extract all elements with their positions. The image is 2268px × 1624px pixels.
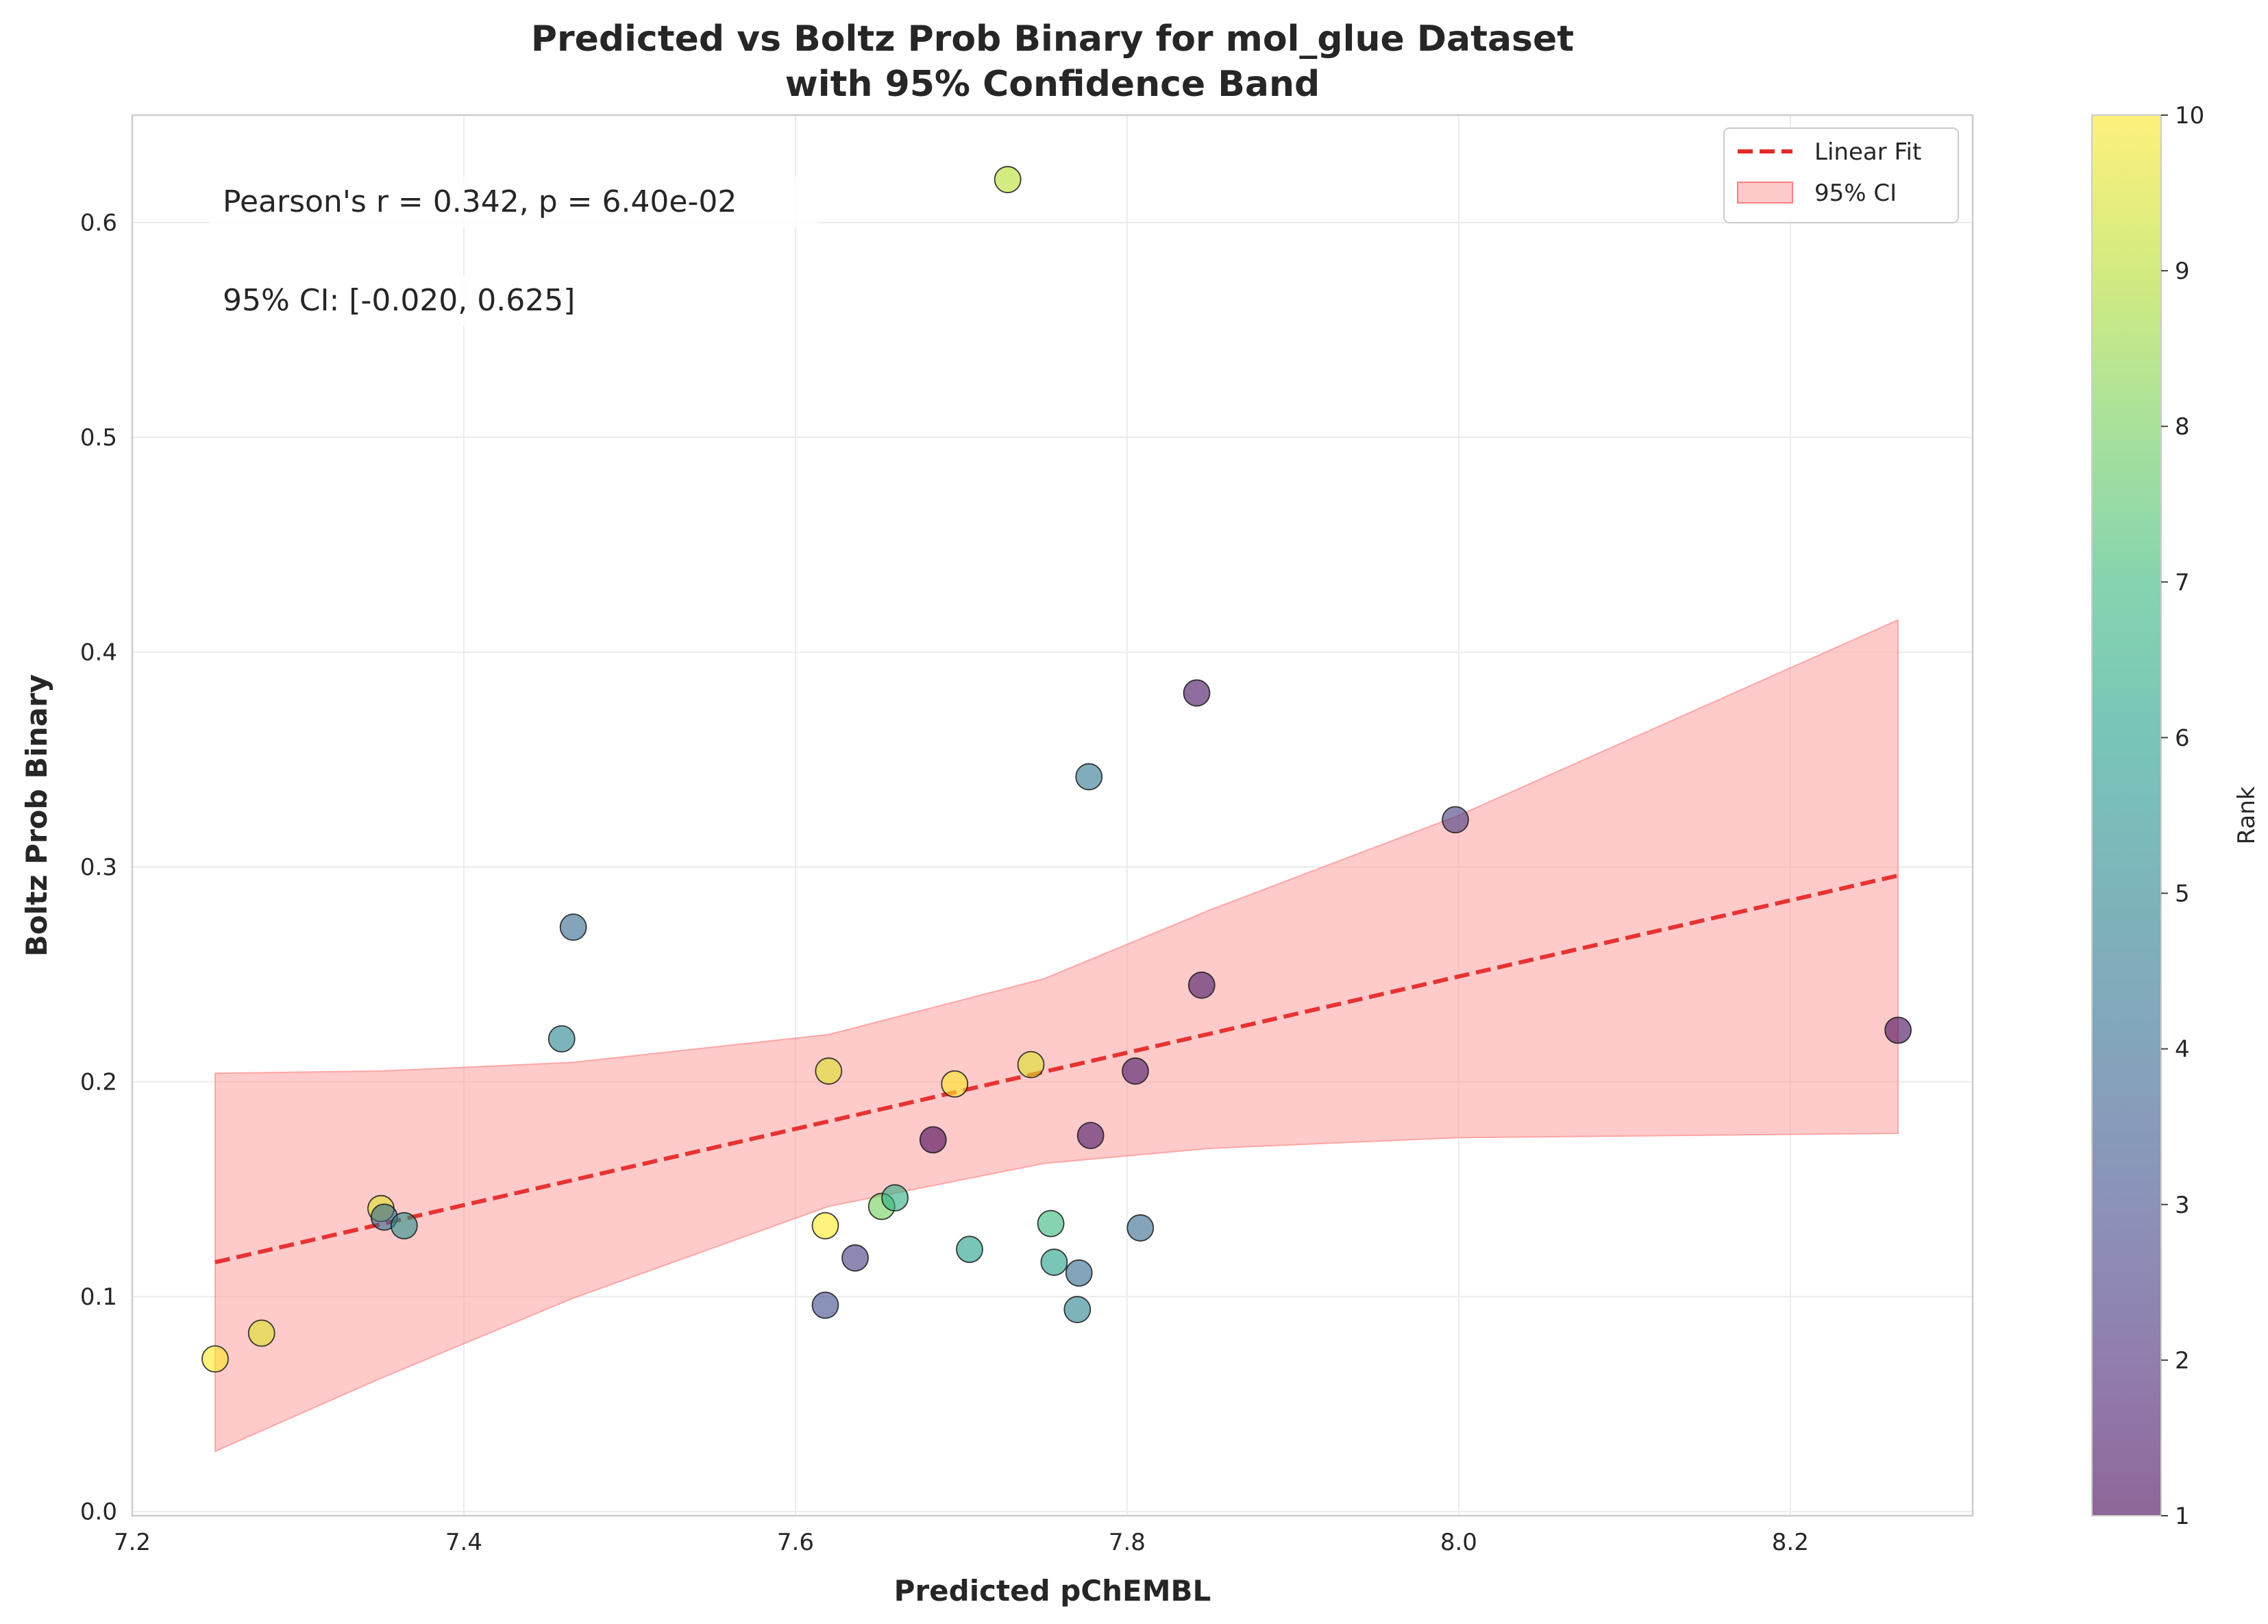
colorbar bbox=[2091, 114, 2162, 1516]
y-tick-label: 0.5 bbox=[80, 424, 117, 452]
scatter-point bbox=[1122, 1057, 1149, 1085]
x-tick-label: 7.6 bbox=[777, 1529, 814, 1556]
scatter-point bbox=[1017, 1050, 1045, 1079]
x-axis-title: Predicted pChEMBL bbox=[894, 1574, 1211, 1608]
y-tick-label: 0.6 bbox=[80, 210, 117, 237]
colorbar-tick-label: 2 bbox=[2175, 1347, 2190, 1375]
scatter-point bbox=[841, 1244, 869, 1272]
x-tick-label: 8.0 bbox=[1440, 1529, 1477, 1556]
scatter-point bbox=[1075, 763, 1103, 791]
colorbar-label: Rank bbox=[2233, 786, 2260, 844]
legend: Linear Fit 95% CI bbox=[1723, 127, 1959, 223]
scatter-point bbox=[941, 1070, 969, 1098]
y-tick-label: 0.4 bbox=[80, 639, 117, 667]
annotation-pearson: Pearson's r = 0.342, p = 6.40e-02 bbox=[223, 184, 737, 219]
colorbar-tick-label: 6 bbox=[2175, 724, 2190, 752]
scatter-point bbox=[811, 1291, 839, 1319]
legend-ci-label: 95% CI bbox=[1814, 180, 1897, 207]
scatter-point bbox=[1183, 679, 1211, 707]
x-tick-labels: 7.2 7.4 7.6 7.8 8.0 8.2 bbox=[114, 1529, 1809, 1556]
scatter-point bbox=[1065, 1259, 1093, 1287]
scatter-point bbox=[919, 1126, 947, 1154]
y-axis-title: Boltz Prob Binary bbox=[20, 674, 53, 957]
scatter-point bbox=[201, 1345, 229, 1373]
colorbar-tick-label: 5 bbox=[2175, 881, 2190, 908]
scatter-points bbox=[201, 166, 1912, 1373]
x-tick-label: 7.2 bbox=[114, 1529, 151, 1556]
chart-title-line-2: with 95% Confidence Band bbox=[785, 64, 1320, 105]
scatter-point bbox=[1884, 1016, 1912, 1044]
scatter-point bbox=[811, 1211, 839, 1240]
scatter-point bbox=[1187, 971, 1216, 999]
plot-frame bbox=[131, 114, 1974, 1517]
scatter-point bbox=[390, 1211, 418, 1240]
scatter-point bbox=[815, 1057, 843, 1085]
colorbar-tick-label: 10 bbox=[2175, 102, 2204, 130]
scatter-point bbox=[994, 166, 1022, 193]
y-tick-label: 0.3 bbox=[80, 854, 117, 881]
colorbar-tick-label: 3 bbox=[2175, 1192, 2190, 1219]
colorbar-tick-labels: 1 2 3 4 5 6 7 8 9 10 bbox=[2161, 102, 2204, 1530]
colorbar-tick-label: 4 bbox=[2175, 1036, 2190, 1063]
legend-ci-swatch bbox=[1737, 182, 1793, 204]
annotation-ci: 95% CI: [-0.020, 0.625] bbox=[223, 283, 575, 318]
scatter-point bbox=[881, 1184, 909, 1211]
legend-linear-fit-label: Linear Fit bbox=[1814, 138, 1921, 166]
scatter-point bbox=[1076, 1122, 1105, 1150]
y-tick-label: 0.0 bbox=[80, 1499, 117, 1526]
x-tick-label: 7.4 bbox=[445, 1529, 482, 1556]
colorbar-tick-label: 1 bbox=[2175, 1503, 2190, 1530]
linear-fit-line bbox=[214, 873, 1899, 1264]
colorbar-tick-label: 7 bbox=[2175, 569, 2190, 596]
chart-title-line-1: Predicted vs Boltz Prob Binary for mol_g… bbox=[531, 19, 1574, 60]
scatter-point bbox=[1063, 1296, 1092, 1323]
scatter-point bbox=[547, 1025, 576, 1053]
scatter-point bbox=[247, 1319, 275, 1347]
scatter-point bbox=[1040, 1248, 1068, 1276]
annotation-box-1 bbox=[210, 177, 819, 227]
scatter-point bbox=[559, 913, 587, 941]
colorbar-tick-label: 9 bbox=[2175, 258, 2190, 285]
x-tick-label: 8.2 bbox=[1772, 1529, 1809, 1556]
y-tick-label: 0.1 bbox=[80, 1283, 117, 1311]
scatter-point bbox=[956, 1235, 983, 1264]
y-tick-labels: 0.0 0.1 0.2 0.3 0.4 0.5 0.6 bbox=[80, 210, 117, 1526]
scatter-point bbox=[1442, 806, 1469, 834]
colorbar-tick-label: 8 bbox=[2175, 413, 2190, 441]
ci-band bbox=[214, 619, 1899, 1453]
y-tick-label: 0.2 bbox=[80, 1069, 117, 1096]
annotation-box-2 bbox=[210, 275, 634, 326]
x-tick-label: 7.8 bbox=[1109, 1529, 1146, 1556]
scatter-point bbox=[1037, 1209, 1065, 1238]
scatter-point bbox=[1126, 1214, 1155, 1242]
